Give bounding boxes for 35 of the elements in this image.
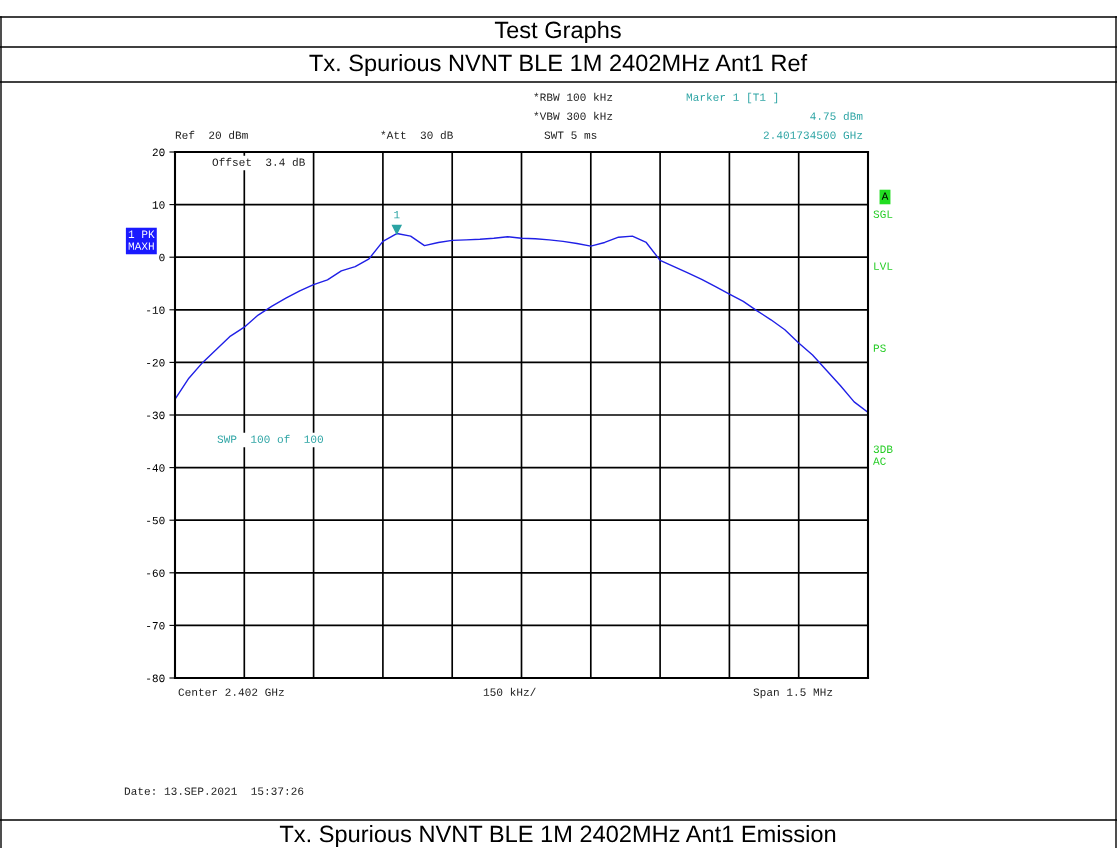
y-tick-label: 0 [159,253,165,262]
text: 150 kHz/ [483,687,536,696]
text: *Att 30 dB [381,130,453,140]
text: Ref 20 dBm [175,130,248,140]
text: 2.401734500 GHz [763,131,863,139]
text: *RBW 100 kHz [534,92,613,101]
text: Test Graphs [494,21,621,43]
y-tick-label: -10 [147,306,165,314]
y-tick-label: 10 [152,201,165,209]
text: SGL [873,210,893,218]
text: 3DB AC [873,445,893,465]
y-tick-label: -20 [147,358,165,367]
text: PS [873,344,886,352]
text: Date: 13.SEP.2021 15:37:26 [124,787,304,795]
annotation: SWP 100 of 100 [217,434,323,443]
y-tick-label: -70 [147,621,165,630]
text: 4.75 dBm [810,111,863,121]
text: 1 PK MAXH [128,230,155,250]
y-tick-label: -30 [147,411,165,420]
chart-title: Tx. Spurious NVNT BLE 1M 2402MHz Ant1 Ref [309,54,808,76]
y-tick-label: 20 [152,148,165,157]
text: SWT 5 ms [544,131,597,139]
annotation: Offset 3.4 dB [212,157,305,167]
text: *VBW 300 kHz [534,111,613,120]
text: Tx. Spurious NVNT BLE 1M 2402MHz Ant1 Emission [279,824,836,848]
text: Span 1.5 MHz [753,688,833,699]
text: Marker 1 [T1 ] [686,92,778,104]
text: LVL [874,262,893,270]
annotation: 1 [394,211,400,219]
y-tick-label: -60 [147,569,165,577]
text: Center 2.402 GHz [178,688,284,696]
y-tick-label: -50 [147,516,165,525]
y-tick-label: -80 [147,674,165,683]
text: A [881,192,889,200]
y-tick-label: -40 [147,464,165,472]
